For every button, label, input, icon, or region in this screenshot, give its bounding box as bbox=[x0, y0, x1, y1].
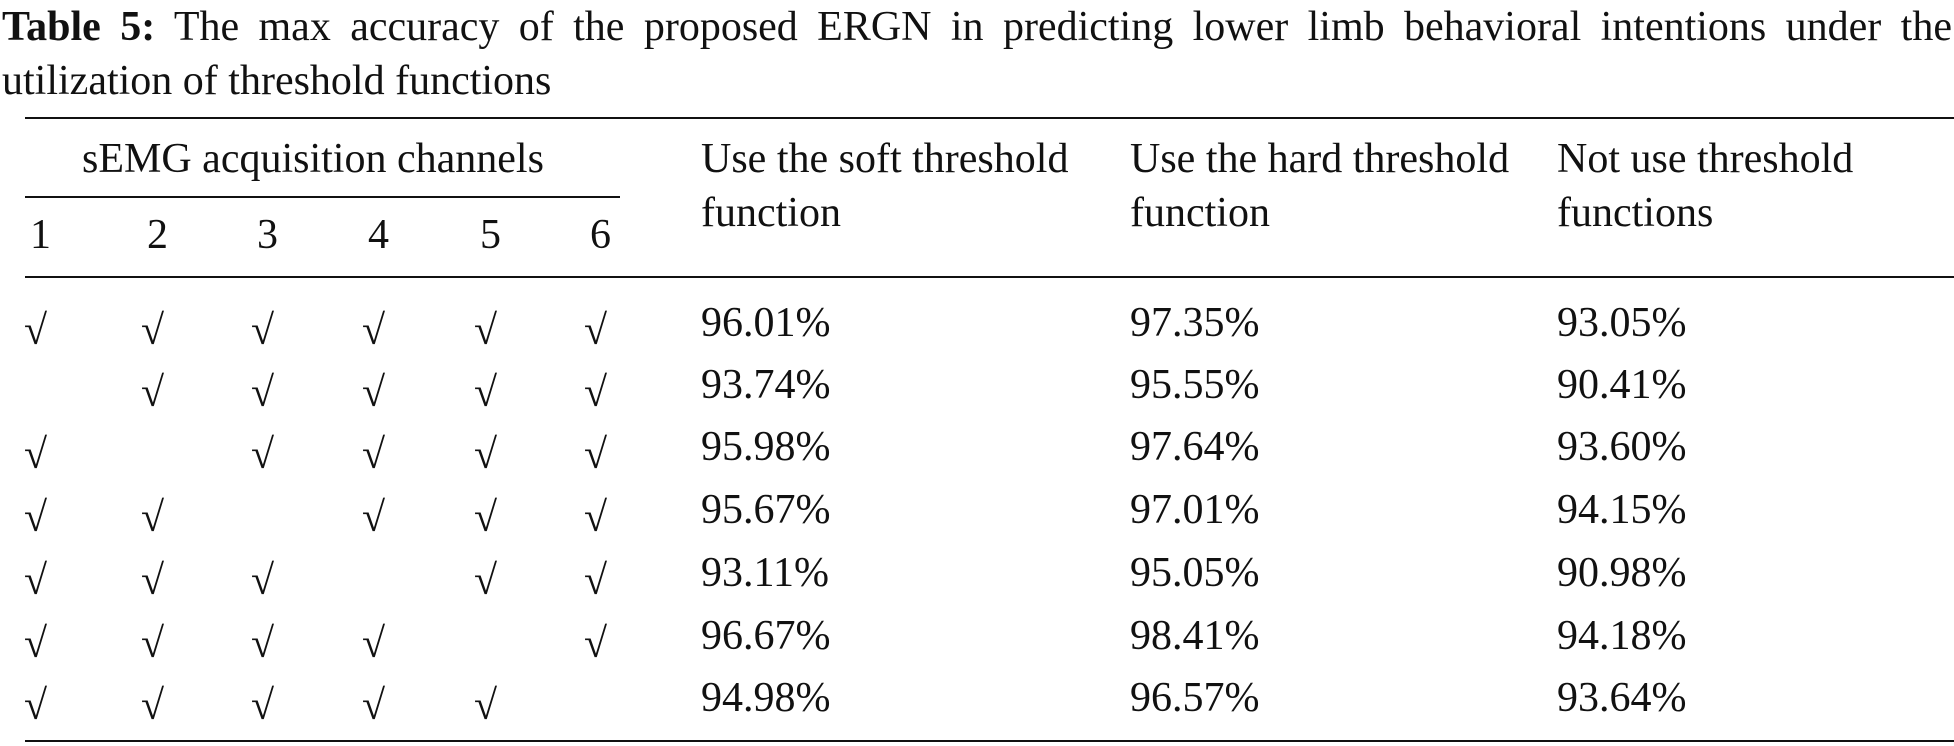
accuracy-value: 95.98% bbox=[701, 424, 831, 470]
accuracy-value: 96.01% bbox=[701, 300, 831, 346]
check-mark: √ bbox=[474, 370, 498, 416]
check-mark: √ bbox=[24, 495, 48, 541]
check-mark: √ bbox=[141, 370, 165, 416]
check-mark: √ bbox=[474, 495, 498, 541]
column-header: Use the soft threshold function bbox=[701, 136, 1069, 236]
accuracy-value: 95.67% bbox=[701, 487, 831, 533]
group-rule bbox=[25, 196, 620, 198]
accuracy-value: 93.11% bbox=[701, 550, 829, 596]
caption-label: Table 5: bbox=[2, 4, 156, 50]
check-mark: √ bbox=[362, 495, 386, 541]
accuracy-value: 97.64% bbox=[1130, 424, 1260, 470]
accuracy-value: 94.15% bbox=[1557, 487, 1687, 533]
check-mark: √ bbox=[362, 432, 386, 478]
accuracy-value: 93.74% bbox=[701, 362, 831, 408]
check-mark: √ bbox=[584, 495, 608, 541]
check-mark: √ bbox=[362, 683, 386, 729]
caption-text: The max accuracy of the proposed ERGN in… bbox=[2, 4, 1952, 104]
check-mark: √ bbox=[141, 621, 165, 667]
check-mark: √ bbox=[474, 432, 498, 478]
header-rule bbox=[25, 276, 1954, 278]
accuracy-value: 94.98% bbox=[701, 675, 831, 721]
channel-header: 6 bbox=[590, 212, 611, 258]
check-mark: √ bbox=[251, 621, 275, 667]
channel-header: 5 bbox=[480, 212, 501, 258]
check-mark: √ bbox=[362, 308, 386, 354]
channel-header: 4 bbox=[368, 212, 389, 258]
accuracy-value: 94.18% bbox=[1557, 613, 1687, 659]
accuracy-value: 96.67% bbox=[701, 613, 831, 659]
check-mark: √ bbox=[474, 558, 498, 604]
accuracy-value: 93.05% bbox=[1557, 300, 1687, 346]
check-mark: √ bbox=[24, 621, 48, 667]
check-mark: √ bbox=[251, 683, 275, 729]
check-mark: √ bbox=[141, 308, 165, 354]
column-header: Use the hard threshold function bbox=[1130, 136, 1510, 236]
check-mark: √ bbox=[141, 558, 165, 604]
check-mark: √ bbox=[251, 370, 275, 416]
column-header: Not use threshold functions bbox=[1557, 136, 1854, 236]
check-mark: √ bbox=[362, 621, 386, 667]
channel-header: 1 bbox=[30, 212, 51, 258]
check-mark: √ bbox=[584, 370, 608, 416]
bottom-rule bbox=[25, 740, 1954, 742]
check-mark: √ bbox=[251, 432, 275, 478]
check-mark: √ bbox=[24, 308, 48, 354]
accuracy-value: 98.41% bbox=[1130, 613, 1260, 659]
accuracy-value: 93.64% bbox=[1557, 675, 1687, 721]
accuracy-value: 95.55% bbox=[1130, 362, 1260, 408]
accuracy-value: 90.98% bbox=[1557, 550, 1687, 596]
check-mark: √ bbox=[251, 558, 275, 604]
check-mark: √ bbox=[24, 558, 48, 604]
caption: Table 5: The max accuracy of the propose… bbox=[2, 0, 1952, 108]
check-mark: √ bbox=[251, 308, 275, 354]
top-rule bbox=[25, 117, 1954, 119]
check-mark: √ bbox=[474, 308, 498, 354]
accuracy-value: 95.05% bbox=[1130, 550, 1260, 596]
channel-header: 3 bbox=[257, 212, 278, 258]
accuracy-value: 97.01% bbox=[1130, 487, 1260, 533]
accuracy-value: 93.60% bbox=[1557, 424, 1687, 470]
check-mark: √ bbox=[362, 370, 386, 416]
check-mark: √ bbox=[141, 495, 165, 541]
check-mark: √ bbox=[141, 683, 165, 729]
accuracy-value: 96.57% bbox=[1130, 675, 1260, 721]
channel-header: 2 bbox=[147, 212, 168, 258]
accuracy-value: 90.41% bbox=[1557, 362, 1687, 408]
check-mark: √ bbox=[474, 683, 498, 729]
check-mark: √ bbox=[584, 432, 608, 478]
check-mark: √ bbox=[584, 558, 608, 604]
check-mark: √ bbox=[24, 432, 48, 478]
group-header: sEMG acquisition channels bbox=[82, 136, 544, 182]
accuracy-value: 97.35% bbox=[1130, 300, 1260, 346]
check-mark: √ bbox=[584, 621, 608, 667]
check-mark: √ bbox=[24, 683, 48, 729]
check-mark: √ bbox=[584, 308, 608, 354]
